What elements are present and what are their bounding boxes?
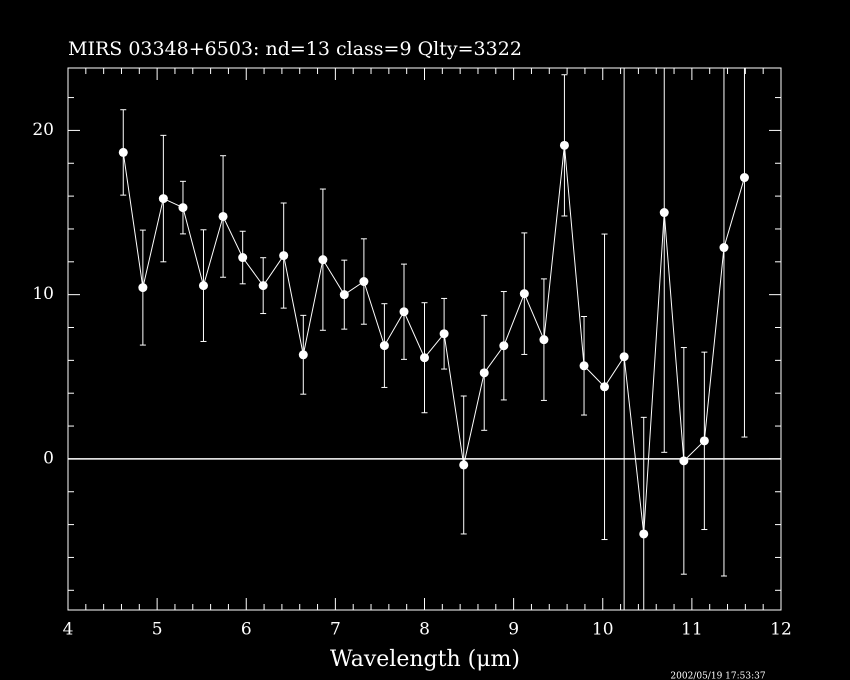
x-tick-label: 4 xyxy=(63,620,74,640)
data-point xyxy=(298,350,308,360)
x-tick-label: 6 xyxy=(241,620,252,640)
x-axis-label: Wavelength (μm) xyxy=(330,647,520,672)
data-point xyxy=(619,352,629,362)
data-point xyxy=(258,281,268,291)
x-tick-label: 7 xyxy=(330,620,341,640)
data-point xyxy=(238,253,248,263)
data-point xyxy=(559,140,569,150)
plot-area xyxy=(68,68,781,610)
data-point xyxy=(579,361,589,371)
timestamp: 2002/05/19 17:53:37 xyxy=(670,672,765,680)
x-tick-label: 8 xyxy=(419,620,430,640)
data-line xyxy=(122,145,745,535)
data-point xyxy=(218,211,228,221)
data-point xyxy=(719,243,729,253)
data-point xyxy=(279,251,289,261)
x-tick-label: 9 xyxy=(508,620,519,640)
data-point xyxy=(659,208,669,218)
x-tick-label: 11 xyxy=(681,620,703,640)
data-point xyxy=(118,147,128,157)
data-point xyxy=(138,283,148,293)
data-point xyxy=(318,255,328,265)
data-point xyxy=(459,460,469,470)
y-tick-label: 10 xyxy=(32,284,54,304)
data-point xyxy=(359,277,369,287)
data-point xyxy=(479,368,489,378)
data-point xyxy=(539,335,549,345)
data-point xyxy=(699,436,709,446)
data-point xyxy=(379,341,389,351)
data-point xyxy=(499,341,509,351)
data-point xyxy=(439,329,449,339)
chart-title: MIRS 03348+6503: nd=13 class=9 Qlty=3322 xyxy=(68,38,522,60)
y-tick-label: 20 xyxy=(32,120,54,140)
data-point xyxy=(600,382,610,392)
data-point xyxy=(519,289,529,299)
x-tick-label: 5 xyxy=(152,620,163,640)
x-tick-label: 12 xyxy=(770,620,792,640)
data-point xyxy=(679,456,689,466)
x-tick-label: 10 xyxy=(592,620,614,640)
data-point xyxy=(739,173,749,183)
data-point xyxy=(420,353,429,363)
y-tick-label: 0 xyxy=(43,448,54,468)
data-point xyxy=(178,203,188,213)
data-point xyxy=(339,290,349,300)
data-point xyxy=(399,307,409,317)
data-point xyxy=(198,281,208,291)
data-point xyxy=(158,194,168,204)
data-point xyxy=(639,529,649,539)
